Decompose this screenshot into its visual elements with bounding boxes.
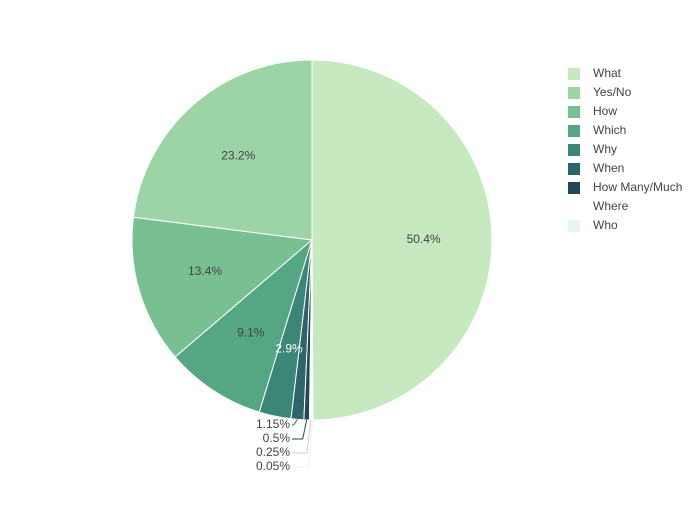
pie-slice (131, 216, 314, 358)
slice-label: 23.2% (221, 148, 255, 162)
legend-swatch (568, 182, 580, 194)
slice-label: 1.15% (256, 417, 290, 431)
legend-label: When (593, 161, 624, 175)
legend-label: Who (593, 218, 618, 232)
legend-swatch (568, 87, 580, 99)
pie-slice (132, 59, 313, 241)
legend-label: Yes/No (593, 85, 632, 99)
slice-label: 13.4% (188, 264, 222, 278)
slice-label: 50.4% (407, 232, 441, 246)
slice-label: 0.25% (256, 445, 290, 459)
leader-line (292, 419, 298, 426)
leader-line (292, 419, 308, 440)
legend-swatch (568, 220, 580, 232)
legend-label: Why (593, 142, 617, 156)
leader-line (292, 419, 314, 468)
slice-label: 0.5% (263, 431, 291, 445)
pie-slice (174, 238, 313, 413)
legend-swatch (568, 106, 580, 118)
slice-label: 0.05% (256, 459, 290, 473)
legend-swatch (568, 68, 580, 80)
slice-label: 9.1% (237, 325, 265, 339)
legend-label: How (593, 104, 617, 118)
pie-slice (311, 59, 493, 421)
legend-swatch (568, 144, 580, 156)
legend-swatch (568, 125, 580, 137)
legend-label: How Many/Much (593, 180, 682, 194)
leader-line (292, 419, 312, 454)
legend-swatch (568, 163, 580, 175)
legend-label: What (593, 66, 622, 80)
legend-label: Where (593, 199, 629, 213)
legend-label: Which (593, 123, 626, 137)
slice-label: 2.9% (275, 341, 303, 355)
legend-swatch (568, 201, 580, 213)
